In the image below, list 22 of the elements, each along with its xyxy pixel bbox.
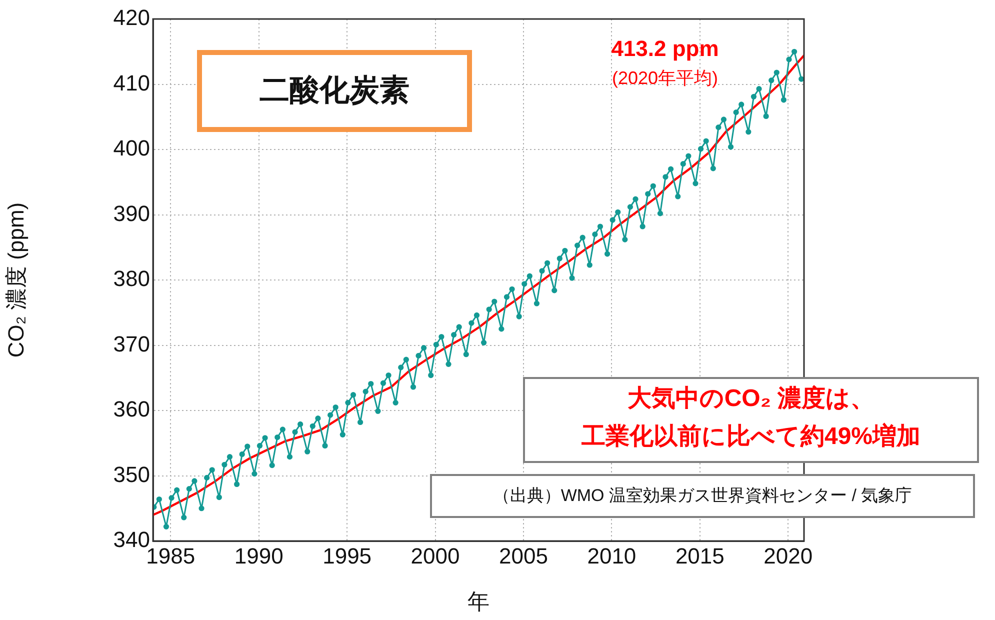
x-tick-label: 2005 [499, 543, 548, 568]
y-tick-label: 390 [113, 200, 150, 226]
x-tick-label: 1990 [234, 543, 284, 568]
annotation: 大気中のCO₂ 濃度は、 [626, 384, 876, 414]
x-axis-title: 年 [468, 588, 490, 614]
y-axis-title: CO₂ 濃度 (ppm) [3, 202, 28, 358]
x-tick-label: 2015 [675, 543, 724, 568]
y-tick-label: 410 [113, 70, 150, 96]
annotation: 413.2 ppm [610, 36, 720, 62]
y-tick-label: 420 [113, 5, 150, 30]
x-tick-label: 2010 [587, 543, 636, 568]
x-tick-label: 1995 [322, 543, 372, 568]
annotation: (2020年平均) [610, 67, 720, 90]
y-tick-label: 370 [113, 331, 150, 356]
y-tick-label: 380 [113, 266, 150, 292]
text: 二酸化炭素 [258, 73, 410, 109]
y-tick-label: 360 [113, 396, 150, 422]
y-tick-label: 350 [113, 462, 150, 487]
annotation: 工業化以前に比べて約49%増加 [580, 422, 922, 452]
x-tick-label: 2020 [764, 543, 813, 568]
x-tick-label: 2000 [410, 543, 460, 568]
y-tick-label: 400 [113, 136, 150, 161]
